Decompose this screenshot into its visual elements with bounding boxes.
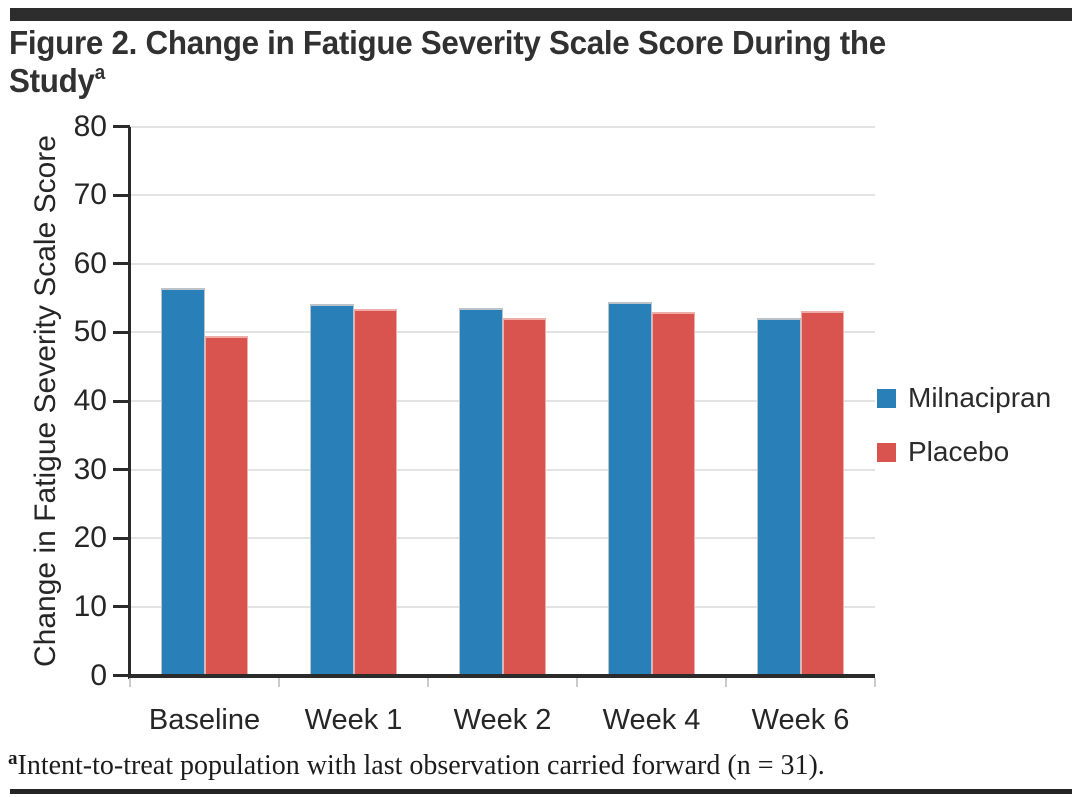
x-axis-line	[128, 673, 875, 678]
y-axis-title: Change in Fatigue Severity Scale Score	[29, 135, 62, 667]
bar-placebo-week-1	[353, 309, 397, 676]
figure-title-line2-text: Study	[9, 62, 95, 99]
y-tick-30	[113, 468, 130, 472]
y-tick-label-20: 20	[73, 521, 107, 555]
x-category-label-week-4: Week 4	[602, 704, 701, 736]
y-tick-label-0: 0	[90, 658, 107, 692]
x-category-label-baseline: Baseline	[148, 704, 261, 736]
y-tick-label-40: 40	[73, 384, 107, 417]
x-boundary-tick-2	[427, 677, 429, 687]
gridline-70	[130, 194, 875, 197]
footnote-superscript: a	[8, 748, 18, 769]
bar-placebo-week-2	[502, 317, 546, 676]
x-category-label-week-2: Week 2	[453, 704, 552, 736]
x-category-label-week-6: Week 6	[751, 704, 850, 736]
y-axis-line	[128, 126, 131, 679]
figure-title-line2: Studya	[9, 62, 886, 100]
legend-row-placebo: Placebo	[877, 436, 1051, 467]
x-boundary-tick-3	[576, 677, 578, 687]
y-tick-80	[113, 125, 130, 128]
milnacipran-swatch-icon	[877, 388, 896, 408]
y-tick-0	[113, 674, 130, 677]
legend-label-placebo: Placebo	[908, 436, 1010, 467]
legend-label-milnacipran: Milnacipran	[908, 382, 1052, 413]
bar-placebo-baseline	[204, 336, 248, 676]
bar-milnacipran-week-1	[310, 304, 354, 676]
top-rule	[10, 8, 1072, 21]
x-boundary-tick-1	[278, 677, 280, 687]
gridline-80	[130, 125, 875, 128]
y-tick-60	[113, 262, 130, 266]
y-tick-10	[113, 605, 130, 609]
y-tick-70	[113, 193, 130, 197]
bottom-rule	[10, 789, 1072, 794]
y-tick-label-50: 50	[73, 315, 107, 349]
figure-title-superscript: a	[94, 62, 106, 84]
bar-placebo-week-4	[651, 312, 695, 676]
y-tick-20	[113, 536, 130, 540]
gridline-60	[130, 262, 875, 265]
y-tick-label-10: 10	[73, 589, 107, 623]
placebo-swatch-icon	[877, 442, 896, 462]
y-tick-label-70: 70	[73, 178, 107, 212]
y-tick-50	[113, 330, 130, 334]
figure-footnote: aIntent-to-treat population with last ob…	[8, 748, 825, 782]
bar-milnacipran-week-6	[757, 317, 801, 676]
y-tick-label-60: 60	[73, 246, 107, 280]
figure-title-line1: Figure 2. Change in Fatigue Severity Sca…	[9, 24, 886, 61]
y-tick-label-30: 30	[73, 452, 107, 486]
bar-placebo-week-6	[800, 311, 844, 676]
chart-legend: Milnacipran Placebo	[877, 382, 1052, 496]
bar-milnacipran-week-2	[459, 307, 503, 676]
x-boundary-tick-4	[725, 677, 727, 687]
y-tick-label-80: 80	[73, 109, 107, 143]
x-category-label-week-1: Week 1	[304, 704, 403, 736]
bar-milnacipran-week-4	[608, 302, 652, 676]
x-boundary-tick-0	[129, 677, 131, 687]
bar-milnacipran-baseline	[161, 287, 205, 676]
y-tick-40	[113, 399, 130, 403]
figure-title: Figure 2. Change in Fatigue Severity Sca…	[9, 24, 886, 100]
legend-row-milnacipran: Milnacipran	[877, 382, 1052, 413]
footnote-text: Intent-to-treat population with last obs…	[17, 750, 825, 781]
x-boundary-tick-5	[874, 677, 876, 687]
